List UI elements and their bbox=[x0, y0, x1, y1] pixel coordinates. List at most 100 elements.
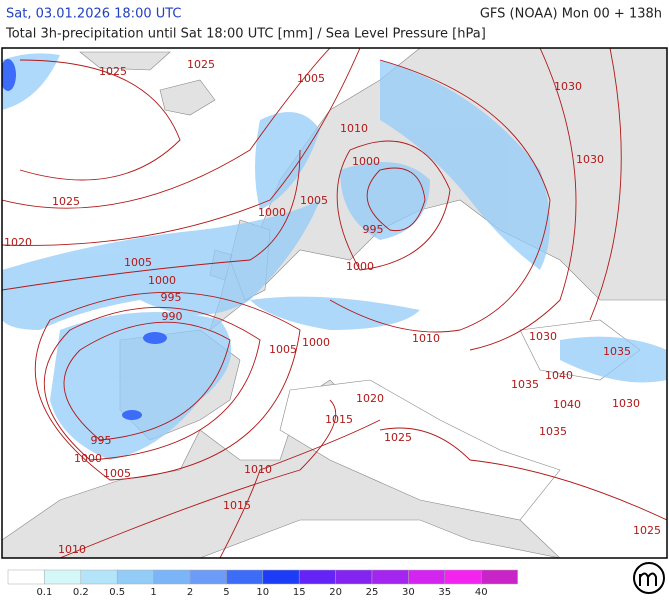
isobar bbox=[59, 399, 337, 558]
logo-mark bbox=[639, 572, 657, 586]
legend-label: 25 bbox=[366, 587, 379, 598]
isobar-label: 1005 bbox=[124, 256, 152, 269]
legend-label: 5 bbox=[223, 587, 229, 598]
isobar-label: 1025 bbox=[187, 58, 215, 71]
precip-area bbox=[2, 200, 320, 330]
logo bbox=[633, 562, 665, 594]
legend-swatch bbox=[444, 569, 482, 585]
isobar-label: 1005 bbox=[297, 72, 325, 85]
legend-label: 40 bbox=[475, 587, 488, 598]
precip-core bbox=[122, 410, 142, 420]
isobar bbox=[219, 419, 381, 558]
isobar-label: 1025 bbox=[633, 524, 661, 537]
title: Total 3h-precipitation until Sat 18:00 U… bbox=[5, 27, 486, 42]
isobar-label: 1020 bbox=[4, 236, 32, 249]
legend-label: 0.2 bbox=[73, 587, 89, 598]
precip-core bbox=[143, 332, 167, 344]
precip-area bbox=[50, 312, 232, 460]
isobar-label: 995 bbox=[91, 434, 112, 447]
legend: 0.1 0.2 0.5 1 2 5 10 15 20 25 30 35 40 bbox=[7, 569, 518, 598]
isobar bbox=[34, 291, 301, 481]
isobar-label: 1000 bbox=[302, 336, 330, 349]
isobar-label: 1005 bbox=[103, 467, 131, 480]
precip-area bbox=[255, 112, 320, 210]
legend-swatch bbox=[226, 569, 264, 585]
legend-label: 35 bbox=[438, 587, 451, 598]
legend-swatch bbox=[116, 569, 154, 585]
legend-swatch bbox=[44, 569, 82, 585]
legend-swatch bbox=[7, 569, 45, 585]
isobar-label: 1005 bbox=[269, 343, 297, 356]
isobar-label: 1015 bbox=[325, 413, 353, 426]
legend-swatch bbox=[80, 569, 118, 585]
isobar-label: 1015 bbox=[223, 499, 251, 512]
isobar-label: 1025 bbox=[99, 65, 127, 78]
isobar bbox=[63, 321, 231, 441]
isobar bbox=[2, 149, 301, 291]
heavy-precipitation bbox=[2, 59, 167, 420]
legend-label: 2 bbox=[187, 587, 193, 598]
isobar bbox=[336, 140, 451, 271]
legend-label: 30 bbox=[402, 587, 415, 598]
isobar-label: 1000 bbox=[74, 452, 102, 465]
isobar bbox=[329, 59, 551, 333]
precipitation bbox=[2, 53, 667, 460]
isobar-label: 1000 bbox=[148, 274, 176, 287]
isobar-label: 995 bbox=[363, 223, 384, 236]
isobar-label: 1000 bbox=[258, 206, 286, 219]
precip-core bbox=[2, 59, 16, 91]
isobar-label: 1040 bbox=[545, 369, 573, 382]
isobar-label: 1035 bbox=[539, 425, 567, 438]
isobars bbox=[2, 48, 667, 558]
isobar bbox=[366, 167, 426, 232]
isobar-label: 1010 bbox=[412, 332, 440, 345]
legend-label: 1 bbox=[150, 587, 156, 598]
isobar-label: 995 bbox=[161, 291, 182, 304]
isobar bbox=[379, 427, 667, 521]
isobar bbox=[2, 48, 361, 246]
isobar-label: 1010 bbox=[58, 543, 86, 556]
legend-swatch bbox=[262, 569, 300, 585]
iceland bbox=[79, 51, 216, 116]
isobar-label: 1040 bbox=[553, 398, 581, 411]
legend-swatch bbox=[371, 569, 409, 585]
legend-swatch bbox=[480, 569, 518, 585]
isobar-label: 1005 bbox=[300, 194, 328, 207]
legend-label: 20 bbox=[329, 587, 342, 598]
legend-swatch bbox=[298, 569, 336, 585]
isobar-label: 1030 bbox=[612, 397, 640, 410]
isobar-label: 1030 bbox=[576, 153, 604, 166]
isobar-label: 1030 bbox=[554, 80, 582, 93]
isobar-label: 1025 bbox=[52, 195, 80, 208]
legend-label: 15 bbox=[293, 587, 306, 598]
map-frame bbox=[1, 47, 668, 559]
isobar-label: 1035 bbox=[511, 378, 539, 391]
isobar-label: 990 bbox=[162, 310, 183, 323]
model: GFS (NOAA) Mon 00 + 138h bbox=[480, 7, 662, 22]
legend-swatch bbox=[153, 569, 191, 585]
legend-label: 0.5 bbox=[109, 587, 125, 598]
precip-area bbox=[560, 336, 667, 383]
isobar bbox=[2, 48, 331, 209]
legend-swatch bbox=[335, 569, 373, 585]
isobar-label: 1035 bbox=[603, 345, 631, 358]
precip-area bbox=[380, 60, 550, 270]
isobar bbox=[19, 59, 181, 181]
legend-label: 0.1 bbox=[36, 587, 52, 598]
datetime: Sat, 03.01.2026 18:00 UTC bbox=[6, 7, 182, 22]
isobar-label: 1010 bbox=[340, 122, 368, 135]
precip-area bbox=[340, 162, 430, 240]
isobar bbox=[469, 48, 577, 351]
isobar-label: 1000 bbox=[352, 155, 380, 168]
legend-swatch bbox=[408, 569, 446, 585]
isobar-label: 1030 bbox=[529, 330, 557, 343]
isobar-label: 1025 bbox=[384, 431, 412, 444]
isobar-label: 1010 bbox=[244, 463, 272, 476]
isobar-label: 1000 bbox=[346, 260, 374, 273]
legend-label: 10 bbox=[256, 587, 269, 598]
isobar bbox=[43, 306, 261, 461]
precip-area bbox=[2, 53, 60, 110]
